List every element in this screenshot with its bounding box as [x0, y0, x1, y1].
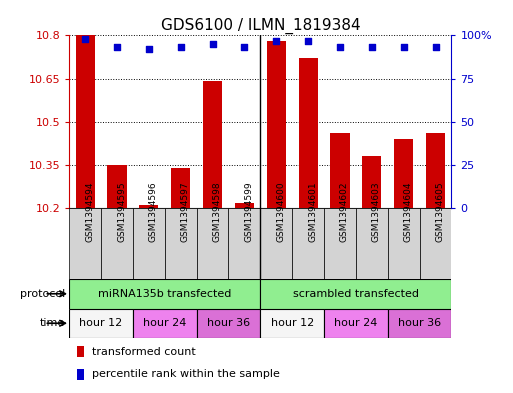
Bar [165, 208, 196, 279]
Point [400, 44, 408, 51]
Bar [261, 309, 324, 338]
Bar [324, 208, 356, 279]
Bar [69, 309, 133, 338]
Point [208, 41, 216, 47]
Bar [261, 208, 292, 279]
Text: GSM1394597: GSM1394597 [181, 182, 190, 242]
Bar [69, 279, 261, 309]
Bar [108, 165, 127, 208]
Bar [388, 309, 451, 338]
Point [81, 36, 89, 42]
Bar [292, 208, 324, 279]
Point [336, 44, 344, 51]
Point [368, 44, 376, 51]
Text: GSM1394595: GSM1394595 [117, 182, 126, 242]
Point [304, 37, 312, 44]
Text: hour 12: hour 12 [270, 318, 314, 328]
Bar [69, 208, 101, 279]
Bar [203, 81, 222, 208]
Point [272, 37, 281, 44]
Point [176, 44, 185, 51]
Bar [261, 279, 451, 309]
Text: GSM1394602: GSM1394602 [340, 182, 349, 242]
Text: protocol: protocol [20, 289, 66, 299]
Bar [133, 309, 196, 338]
Text: hour 12: hour 12 [80, 318, 123, 328]
Bar [324, 309, 388, 338]
Title: GDS6100 / ILMN_1819384: GDS6100 / ILMN_1819384 [161, 18, 360, 34]
Bar [77, 346, 84, 357]
Bar [426, 133, 445, 208]
Bar [133, 208, 165, 279]
Text: GSM1394600: GSM1394600 [277, 182, 285, 242]
Text: GSM1394594: GSM1394594 [85, 182, 94, 242]
Point [431, 44, 440, 51]
Text: GSM1394596: GSM1394596 [149, 182, 158, 242]
Text: GSM1394599: GSM1394599 [244, 182, 253, 242]
Text: miRNA135b transfected: miRNA135b transfected [98, 289, 231, 299]
Bar [140, 206, 159, 208]
Text: hour 36: hour 36 [398, 318, 441, 328]
Point [113, 44, 121, 51]
Bar [77, 369, 84, 380]
Text: transformed count: transformed count [92, 347, 196, 357]
Text: GSM1394601: GSM1394601 [308, 182, 317, 242]
Text: scrambled transfected: scrambled transfected [293, 289, 419, 299]
Bar [356, 208, 388, 279]
Text: percentile rank within the sample: percentile rank within the sample [92, 369, 280, 379]
Bar [75, 35, 95, 208]
Bar [196, 309, 261, 338]
Text: GSM1394604: GSM1394604 [404, 182, 412, 242]
Bar [196, 208, 228, 279]
Bar [420, 208, 451, 279]
Text: GSM1394603: GSM1394603 [372, 182, 381, 242]
Point [240, 44, 248, 51]
Text: GSM1394605: GSM1394605 [436, 182, 445, 242]
Text: time: time [40, 318, 66, 328]
Text: hour 24: hour 24 [143, 318, 187, 328]
Bar [330, 133, 349, 208]
Text: GSM1394598: GSM1394598 [212, 182, 222, 242]
Text: hour 36: hour 36 [207, 318, 250, 328]
Bar [299, 59, 318, 208]
Bar [235, 202, 254, 208]
Bar [388, 208, 420, 279]
Text: hour 24: hour 24 [334, 318, 378, 328]
Bar [101, 208, 133, 279]
Bar [267, 41, 286, 208]
Bar [362, 156, 381, 208]
Point [145, 46, 153, 52]
Bar [228, 208, 261, 279]
Bar [394, 139, 413, 208]
Bar [171, 168, 190, 208]
